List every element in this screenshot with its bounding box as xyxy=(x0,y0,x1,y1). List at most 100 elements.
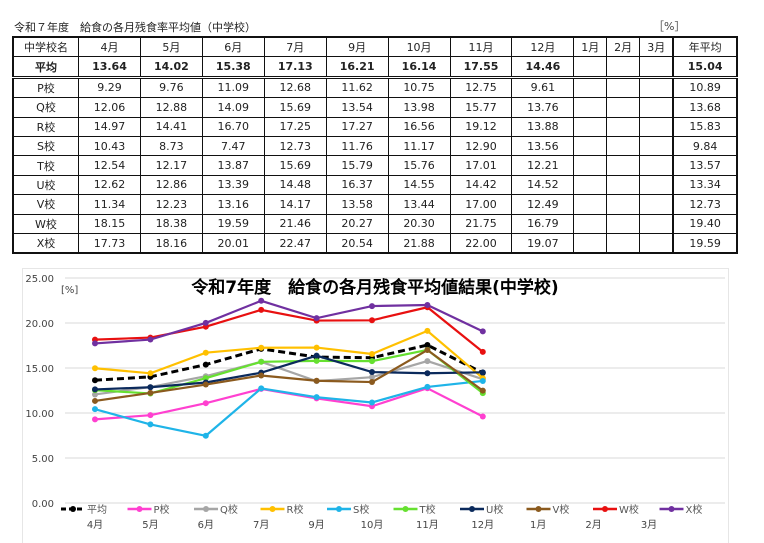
column-header: 9月 xyxy=(325,36,389,58)
value-cell: 16.79 xyxy=(511,213,575,234)
table-row: T校 12.54 12.17 13.87 15.69 15.79 15.76 17.01 12.… xyxy=(12,155,738,176)
school-name-cell: T校 xyxy=(12,155,79,176)
school-name-cell: P校 xyxy=(12,76,79,99)
value-cell: 14.17 xyxy=(263,194,327,215)
value-cell: 14.48 xyxy=(263,174,327,196)
x-tick-label: 1月 xyxy=(530,519,546,531)
legend-marker xyxy=(203,506,209,512)
data-point xyxy=(369,369,375,376)
value-cell: 15.83 xyxy=(672,116,738,137)
value-cell: 9.76 xyxy=(139,76,203,99)
data-point xyxy=(147,389,154,396)
value-cell: 17.13 xyxy=(263,56,327,79)
data-point xyxy=(369,317,375,324)
value-cell: 20.54 xyxy=(325,232,389,254)
value-cell xyxy=(639,116,674,137)
value-cell: 12.86 xyxy=(139,174,203,196)
value-cell: 22.00 xyxy=(449,232,513,254)
data-point xyxy=(479,369,486,376)
data-point xyxy=(258,306,265,313)
data-point xyxy=(479,413,486,420)
column-header: 10月 xyxy=(387,36,451,58)
value-cell: 12.68 xyxy=(263,76,327,99)
value-cell: 20.30 xyxy=(387,213,451,234)
value-cell: 14.41 xyxy=(139,116,203,137)
legend-label: V校 xyxy=(553,503,570,516)
x-tick-label: 5月 xyxy=(142,519,158,531)
value-cell xyxy=(606,135,641,157)
x-tick-label: 7月 xyxy=(253,519,269,531)
value-cell: 15.79 xyxy=(325,155,389,176)
value-cell: 12.21 xyxy=(511,155,575,176)
column-header: 3月 xyxy=(639,36,674,58)
legend-marker xyxy=(602,506,608,512)
value-cell xyxy=(573,232,608,254)
value-cell: 19.12 xyxy=(449,116,513,137)
series-line xyxy=(94,299,484,345)
value-cell: 13.64 xyxy=(78,56,141,79)
value-cell: 9.84 xyxy=(672,135,738,157)
value-cell: 11.62 xyxy=(325,76,389,99)
data-point xyxy=(147,421,154,428)
value-cell xyxy=(606,213,641,234)
value-cell xyxy=(639,232,674,254)
x-tick-label: 3月 xyxy=(641,519,657,531)
data-point xyxy=(92,406,98,413)
value-cell: 19.59 xyxy=(672,232,738,254)
value-cell: 13.54 xyxy=(325,97,389,118)
x-tick-label: 10月 xyxy=(361,519,384,531)
y-tick-label: 20.00 xyxy=(25,319,54,330)
legend-marker xyxy=(269,506,276,512)
value-cell xyxy=(639,194,674,215)
table-caption: 令和７年度 給食の各月残食率平均値（中学校） xyxy=(14,21,256,34)
data-point xyxy=(147,384,154,391)
value-cell: 12.17 xyxy=(139,155,203,176)
data-point xyxy=(424,327,431,334)
average-row: 平均 13.64 14.02 15.38 17.13 16.21 16.14 17.55 14.… xyxy=(12,56,738,79)
column-header: 中学校名 xyxy=(12,36,79,58)
value-cell: 14.52 xyxy=(511,174,575,196)
value-cell: 14.46 xyxy=(511,56,575,79)
value-cell xyxy=(573,97,608,118)
x-tick-label: 2月 xyxy=(585,519,601,531)
value-cell: 13.87 xyxy=(201,155,265,176)
data-point xyxy=(369,399,375,406)
value-cell: 12.49 xyxy=(511,194,575,215)
table-row: R校 14.97 14.41 16.70 17.25 17.27 16.56 19.12 13.… xyxy=(12,116,738,137)
value-cell xyxy=(573,56,608,79)
series-line xyxy=(94,359,484,396)
value-cell: 17.01 xyxy=(449,155,513,176)
data-point xyxy=(479,348,486,355)
value-cell xyxy=(573,135,608,157)
data-point xyxy=(92,377,98,384)
unit-label: ［%］ xyxy=(653,20,686,33)
y-tick-label: 5.00 xyxy=(32,454,54,465)
value-cell xyxy=(573,116,608,137)
value-cell: 14.02 xyxy=(139,56,203,79)
column-header: 2月 xyxy=(606,36,641,58)
legend-marker xyxy=(469,506,475,512)
value-cell: 13.68 xyxy=(672,97,738,118)
data-point xyxy=(92,386,98,393)
value-cell: 19.40 xyxy=(672,213,738,234)
value-cell: 13.88 xyxy=(511,116,575,137)
data-point xyxy=(479,377,486,384)
value-cell: 21.75 xyxy=(449,213,513,234)
data-point xyxy=(202,432,209,439)
legend-marker xyxy=(136,506,143,512)
value-cell: 14.09 xyxy=(201,97,265,118)
value-cell xyxy=(606,174,641,196)
series-9 xyxy=(92,297,486,347)
x-tick-label: 12月 xyxy=(471,519,494,531)
data-point xyxy=(313,344,320,351)
value-cell xyxy=(573,76,608,99)
x-tick-label: 6月 xyxy=(198,519,214,531)
header-row: 中学校名 4月 5月 6月 7月 9月 10月 11月 12月 1月 2月 3月 年平均 xyxy=(12,36,738,58)
value-cell: 11.09 xyxy=(201,76,265,99)
data-point xyxy=(479,387,486,394)
x-tick-label: 11月 xyxy=(416,519,439,531)
value-cell: 17.73 xyxy=(78,232,141,254)
data-point xyxy=(313,357,320,364)
legend-label: T校 xyxy=(419,503,436,516)
legend-label: S校 xyxy=(353,503,369,516)
